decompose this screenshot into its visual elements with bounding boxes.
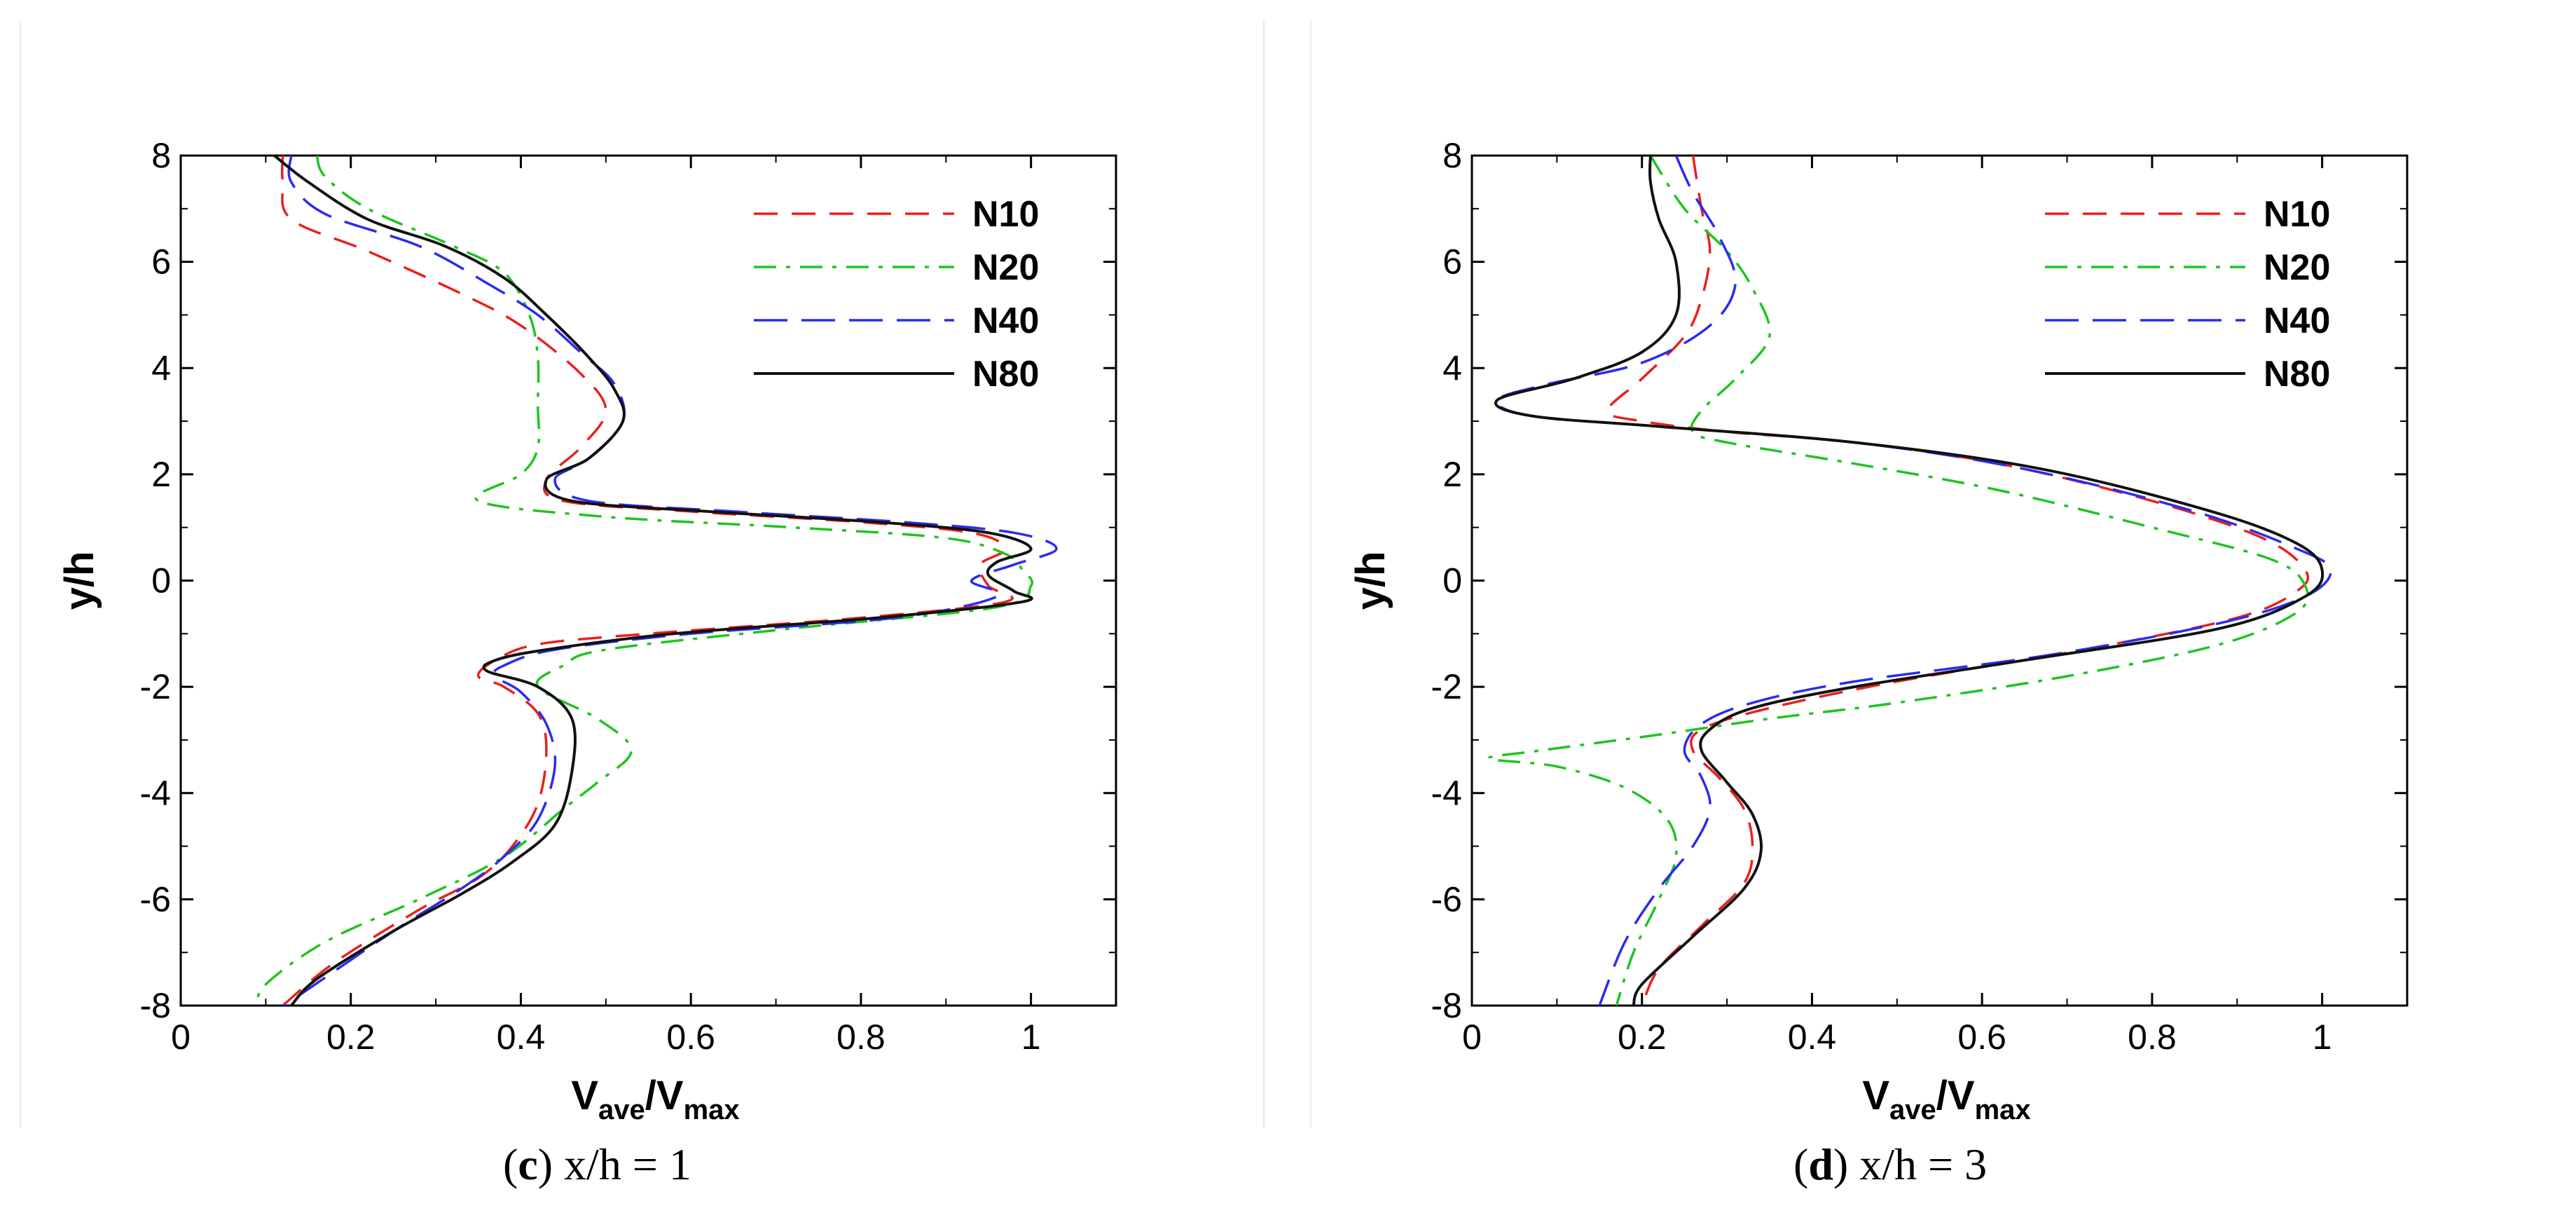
panel-d-x-tick-label-3: 0.6	[1957, 1017, 2006, 1057]
panel-d-series-n80	[1494, 156, 2324, 1006]
panel-c-y-tick-label-2: -4	[140, 774, 171, 813]
panel-c-y-tick-label-3: -2	[140, 667, 171, 706]
panel-d-y-tick-label-5: 2	[1442, 455, 1462, 494]
panel-c-x-tick-label-0: 0	[171, 1017, 191, 1057]
panel-d-series-n40	[1496, 156, 2332, 1006]
panel-d-x-axis-title-part-2: /V	[1936, 1073, 1975, 1118]
panel-d-y-tick-label-7: 6	[1442, 242, 1462, 282]
panel-c-x-axis-title-part-1: ave	[598, 1095, 645, 1125]
panel-c-legend-label-n20: N20	[972, 247, 1039, 288]
panel-d-x-tick-label-2: 0.4	[1788, 1017, 1837, 1057]
panel-d-y-tick-label-0: -8	[1431, 986, 1462, 1025]
panel-d-y-tick-label-6: 4	[1442, 348, 1462, 388]
panel-c-series-n40	[282, 156, 1058, 1006]
panel-d-legend-label-n20: N20	[2264, 247, 2330, 288]
panel-c-y-tick-label-7: 6	[151, 242, 171, 282]
panel-c-y-tick-label-6: 4	[151, 348, 171, 388]
panel-d-series-n10	[1606, 156, 2310, 1006]
panel-c-y-tick-label-0: -8	[140, 986, 171, 1025]
caption-d-prefix: (	[1793, 1139, 1809, 1189]
divider-left	[20, 21, 21, 1128]
caption-d-text: ) x/h = 3	[1833, 1139, 1988, 1189]
caption-c-prefix: (	[503, 1139, 518, 1189]
panel-d-x-axis-title: Vave/Vmax	[1862, 1073, 2030, 1125]
panel-d-y-tick-label-8: 8	[1442, 136, 1462, 175]
panel-c-y-tick-label-5: 2	[151, 455, 171, 494]
panel-d-y-tick-label-1: -6	[1431, 879, 1462, 919]
panel-c-x-axis-title-part-2: /V	[645, 1073, 684, 1118]
panel-d-x-axis-title-part-3: max	[1975, 1095, 2031, 1125]
panel-d-x-tick-label-0: 0	[1462, 1017, 1482, 1057]
panel-d-x-axis-title-part-1: ave	[1889, 1095, 1936, 1125]
panel-d-y-tick-label-2: -4	[1431, 774, 1462, 813]
panel-c-series-n10	[280, 156, 1014, 1006]
caption-c-text: ) x/h = 1	[537, 1139, 691, 1189]
panel-c-x-axis-title-part-3: max	[684, 1095, 740, 1125]
panel-c-series-n20	[256, 156, 1033, 1006]
panel-d-y-axis-title: y/h	[1348, 551, 1393, 610]
panel-c-x-tick-label-2: 0.4	[497, 1017, 546, 1057]
panel-c-x-axis-title: Vave/Vmax	[571, 1073, 739, 1125]
panel-c-y-axis-title: y/h	[57, 551, 102, 610]
panel-d-x-tick-label-1: 0.2	[1618, 1017, 1667, 1057]
panel-d-y-tick-label-4: 0	[1442, 561, 1462, 601]
panel-c-x-tick-label-5: 1	[1021, 1017, 1041, 1057]
panel-c-y-tick-label-1: -6	[140, 879, 171, 919]
divider-middle-left	[1263, 21, 1265, 1128]
panel-c: 0 0.2 0.4 0.6 0.8 1 -8 -6 -4 -2 0 2 4 6 8 Vave/Vmax y/h N…	[57, 136, 1117, 1125]
panel-d: 0 0.2 0.4 0.6 0.8 1 -8 -6 -4 -2 0 2 4 6 8 Vave/Vmax y/h N…	[1348, 136, 2409, 1125]
panel-c-series-n80	[273, 156, 1033, 1006]
caption-c: (c) x/h = 1	[503, 1139, 691, 1191]
panel-d-legend-label-n40: N40	[2264, 301, 2330, 341]
panel-d-series-n20	[1487, 156, 2310, 1006]
panel-c-y-tick-label-4: 0	[151, 561, 171, 601]
panel-c-x-tick-label-1: 0.2	[326, 1017, 376, 1057]
panel-c-legend-label-n40: N40	[972, 301, 1039, 341]
panel-d-y-tick-label-3: -2	[1431, 667, 1462, 706]
panel-d-legend-label-n10: N10	[2264, 194, 2330, 235]
panel-c-x-tick-label-3: 0.6	[666, 1017, 715, 1057]
panel-d-x-tick-label-4: 0.8	[2128, 1017, 2177, 1057]
caption-d-letter: d	[1808, 1139, 1833, 1189]
panel-d-x-tick-label-5: 1	[2313, 1017, 2332, 1057]
divider-middle-right	[1310, 21, 1311, 1128]
panel-c-y-tick-label-8: 8	[151, 136, 171, 175]
panel-c-legend-label-n10: N10	[972, 194, 1039, 235]
caption-c-letter: c	[518, 1139, 538, 1189]
panel-d-legend-label-n80: N80	[2264, 354, 2330, 395]
panel-c-legend-label-n80: N80	[972, 354, 1039, 395]
panel-d-series-group	[1487, 156, 2332, 1006]
panel-c-series-group	[256, 156, 1058, 1006]
panel-d-x-axis-title-part-0: V	[1862, 1073, 1889, 1118]
caption-d: (d) x/h = 3	[1793, 1139, 1987, 1191]
panel-c-x-tick-label-4: 0.8	[836, 1017, 886, 1057]
panel-c-x-axis-title-part-0: V	[571, 1073, 598, 1118]
